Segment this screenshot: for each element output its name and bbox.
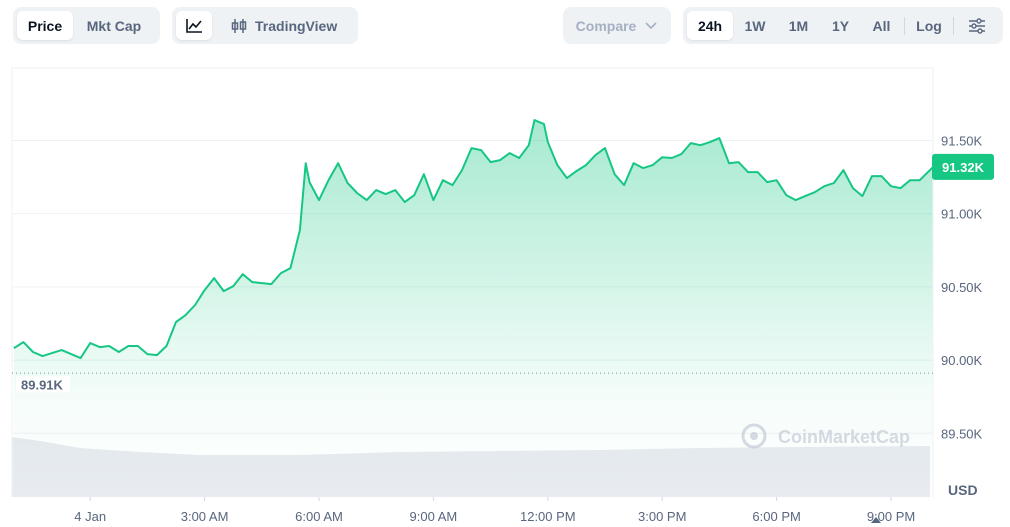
watermark: CoinMarketCap (741, 423, 910, 449)
x-tick-label: 3:00 PM (638, 509, 686, 524)
line-icon (186, 18, 202, 33)
range-toggle: 24h 1W 1M 1Y All Log (683, 7, 1003, 44)
range-button[interactable]: 24h (687, 11, 733, 40)
plot-frame (11, 67, 933, 497)
compare-dropdown[interactable]: Compare (563, 7, 671, 44)
chevron-icon (645, 21, 657, 29)
x-tick-label: 9:00 PM (867, 509, 915, 524)
chart-style-toggle: TradingView (172, 7, 358, 44)
range-button[interactable]: 1Y (831, 17, 850, 34)
settings-button[interactable] (956, 11, 998, 40)
tradingview-button[interactable]: TradingView (212, 11, 337, 40)
currency-label: USD (948, 482, 978, 498)
view-button[interactable]: Mkt Cap (86, 17, 142, 34)
reference-label-bg (16, 376, 70, 393)
view-button[interactable]: Price (17, 11, 73, 40)
tradingview-label: TradingView (255, 17, 338, 34)
separator (953, 16, 954, 35)
y-tick-label: 90.50K (941, 280, 983, 295)
view-toggle: Price Mkt Cap (13, 7, 160, 44)
current-price-badge (932, 153, 994, 180)
range-button[interactable]: 1M (788, 17, 809, 34)
line-style-button[interactable] (176, 11, 212, 40)
separator (904, 16, 905, 35)
x-tick-label: 6:00 AM (295, 509, 343, 524)
range-button[interactable]: 1W (744, 17, 766, 34)
y-tick-label: 89.50K (941, 426, 983, 441)
log-button[interactable]: Log (916, 17, 942, 34)
price-area (13, 120, 933, 497)
price-line (13, 119, 934, 360)
x-tick-label: 4 Jan (74, 509, 106, 524)
y-tick-label: 91.50K (941, 133, 983, 148)
x-tick-label: 12:00 PM (520, 509, 576, 524)
current-price-label: 91.32K (942, 160, 985, 175)
watermark-text: CoinMarketCap (778, 427, 910, 447)
reference-label: 89.91K (21, 377, 64, 392)
x-tick-label: 9:00 AM (410, 509, 458, 524)
cursor-marker (871, 517, 881, 523)
candle-icon (231, 18, 247, 33)
x-tick-label: 3:00 AM (181, 509, 229, 524)
settings-icon (969, 17, 985, 34)
x-tick-label: 6:00 PM (752, 509, 800, 524)
range-button[interactable]: All (872, 17, 891, 34)
y-tick-label: 91.00K (941, 207, 983, 222)
compare-label: Compare (575, 17, 637, 34)
y-tick-label: 90.00K (941, 353, 983, 368)
